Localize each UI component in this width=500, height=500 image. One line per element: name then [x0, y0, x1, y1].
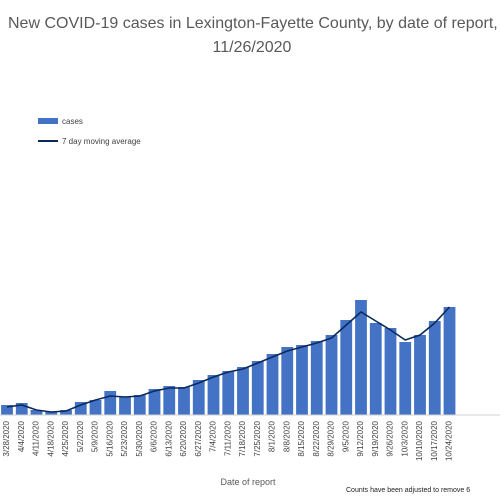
x-tick-label: 4/4/2020: [17, 420, 26, 452]
case-bar: [60, 410, 72, 415]
x-tick-label: 7/18/2020: [238, 420, 247, 456]
case-bar: [89, 400, 102, 415]
x-tick-label: 8/8/2020: [282, 420, 291, 452]
x-tick-label: 8/15/2020: [297, 420, 306, 456]
case-bar: [384, 328, 397, 415]
case-bar: [163, 386, 176, 415]
x-tick-label: 6/13/2020: [164, 420, 173, 456]
x-axis-title: Date of report: [220, 477, 276, 487]
x-axis-tick-labels: 3/28/2020 4/4/2020 4/11/2020 4/18/2020 4/25/…: [2, 420, 454, 461]
case-bar: [428, 321, 441, 415]
case-bar: [1, 405, 13, 415]
case-bar: [237, 367, 249, 415]
case-bar: [192, 380, 205, 415]
x-tick-label: 8/29/2020: [327, 420, 336, 456]
x-tick-label: 7/11/2020: [223, 420, 232, 456]
x-tick-label: 8/1/2020: [268, 420, 277, 452]
x-tick-label: 5/2/2020: [76, 420, 85, 452]
case-bar: [119, 397, 131, 415]
chart-title-line-2: 11/26/2020: [213, 39, 292, 56]
case-bar: [340, 320, 353, 415]
case-bar: [310, 341, 323, 415]
legend-label-cases: cases: [62, 117, 83, 126]
x-tick-label: 4/25/2020: [61, 420, 70, 456]
case-bar: [281, 347, 294, 415]
case-bar: [30, 410, 43, 415]
chart-title-line-1: New COVID-19 cases in Lexington-Fayette …: [8, 15, 500, 32]
x-tick-label: 8/22/2020: [312, 420, 321, 456]
x-tick-label: 4/11/2020: [32, 420, 41, 456]
x-tick-label: 5/30/2020: [135, 420, 144, 456]
x-tick-label: 6/27/2020: [194, 420, 203, 456]
case-bar: [296, 345, 308, 415]
x-tick-label: 10/10/2020: [415, 420, 424, 461]
case-bar: [148, 389, 161, 415]
case-bar: [369, 323, 382, 415]
case-bar: [443, 307, 456, 415]
bar-series-cases: [1, 300, 456, 415]
x-tick-label: 3/28/2020: [2, 420, 11, 456]
x-tick-label: 9/5/2020: [341, 420, 350, 452]
footnote: Counts have been adjusted to remove 6: [346, 487, 470, 494]
legend: cases 7 day moving average: [38, 117, 141, 146]
x-tick-label: 7/25/2020: [253, 420, 262, 456]
case-bar: [222, 371, 235, 415]
case-bar: [414, 335, 426, 415]
case-bar: [104, 391, 117, 415]
x-tick-label: 9/12/2020: [356, 420, 365, 456]
x-tick-label: 9/26/2020: [386, 420, 395, 456]
x-tick-label: 10/17/2020: [430, 420, 439, 461]
moving-average-line: [6, 306, 451, 413]
case-bar: [133, 395, 146, 415]
x-tick-label: 6/6/2020: [150, 420, 159, 452]
case-bar: [45, 412, 58, 415]
x-tick-label: 7/4/2020: [209, 420, 218, 452]
case-bar: [15, 403, 28, 415]
x-tick-label: 5/9/2020: [91, 420, 100, 452]
x-tick-label: 5/23/2020: [120, 420, 129, 456]
x-tick-label: 9/19/2020: [371, 420, 380, 456]
case-bar: [74, 402, 87, 415]
x-tick-label: 5/16/2020: [105, 420, 114, 456]
case-bar: [266, 354, 279, 415]
x-tick-label: 4/18/2020: [46, 420, 55, 456]
case-bar: [355, 300, 367, 415]
case-bar: [399, 342, 412, 415]
case-bar: [178, 387, 190, 415]
case-bar: [207, 375, 220, 415]
legend-swatch-cases: [38, 118, 58, 124]
case-bar: [325, 335, 338, 415]
case-bar: [251, 361, 264, 415]
x-tick-label: 6/20/2020: [179, 420, 188, 456]
x-tick-label: 10/3/2020: [400, 420, 409, 456]
legend-label-moving-average: 7 day moving average: [62, 137, 141, 146]
x-tick-label: 10/24/2020: [445, 420, 454, 461]
